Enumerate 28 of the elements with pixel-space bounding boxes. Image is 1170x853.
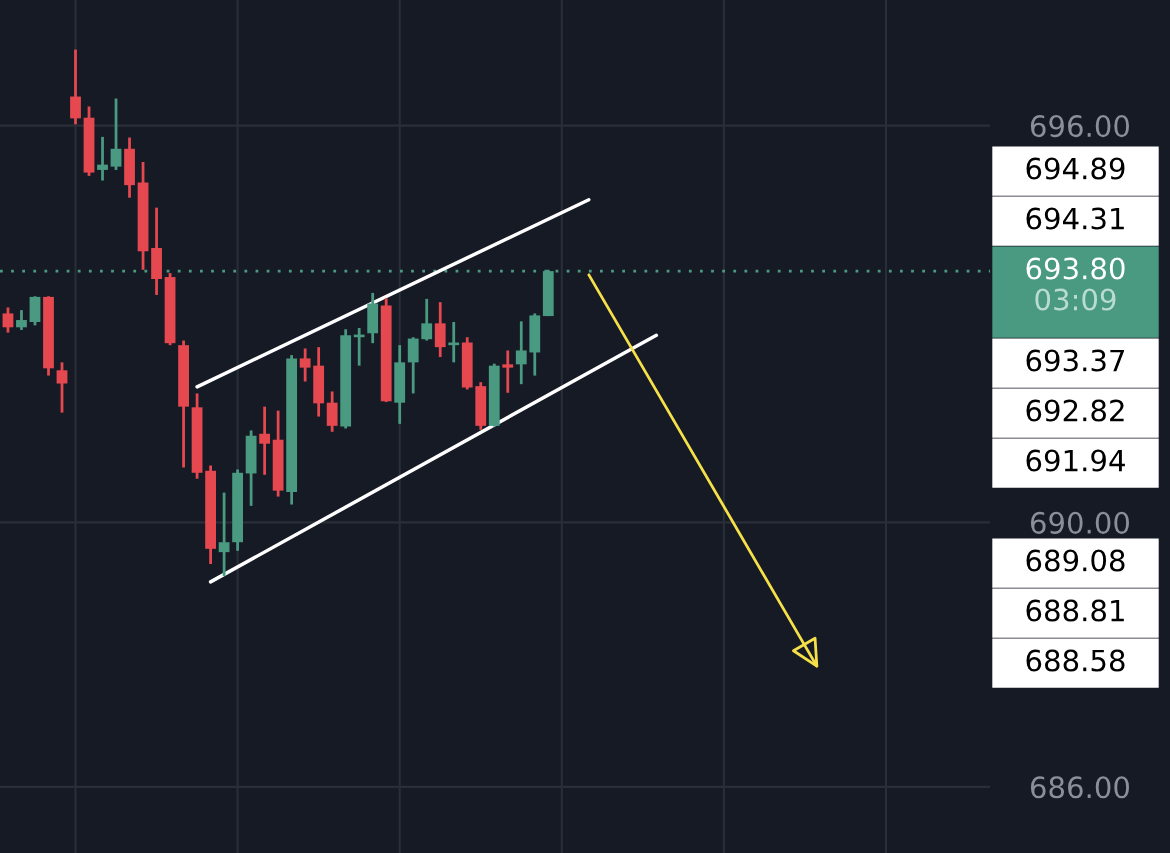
candlestick [70,48,81,126]
candlestick [407,335,419,395]
text: 03:09 [1035,288,1116,311]
candlestick [2,306,14,334]
ref-line-label: 693.80 [1026,257,1125,280]
text: 692.82 [1026,399,1124,422]
candlestick [299,347,311,383]
candlestick [218,491,230,578]
text: 694.89 [1026,157,1125,180]
text: 689.08 [1026,549,1125,572]
candlestick [16,308,27,332]
candlestick [97,135,108,182]
y-tick-label: 690.00 [1030,511,1130,534]
candlestick [110,97,122,172]
candlestick [515,319,527,386]
text: 688.58 [1026,649,1125,672]
y-tick-label: 686.00 [1030,776,1130,799]
candlestick [259,405,271,477]
candlestick [421,297,433,342]
text: 691.94 [1026,449,1125,472]
candlestick [502,349,514,395]
candlestick [56,360,68,414]
text: 688.81 [1026,599,1124,622]
candlestick [434,300,446,359]
text: 693.37 [1026,349,1125,372]
text: 694.31 [1026,207,1124,230]
candlestick [326,390,338,434]
y-tick-label: 696.00 [1030,115,1130,138]
